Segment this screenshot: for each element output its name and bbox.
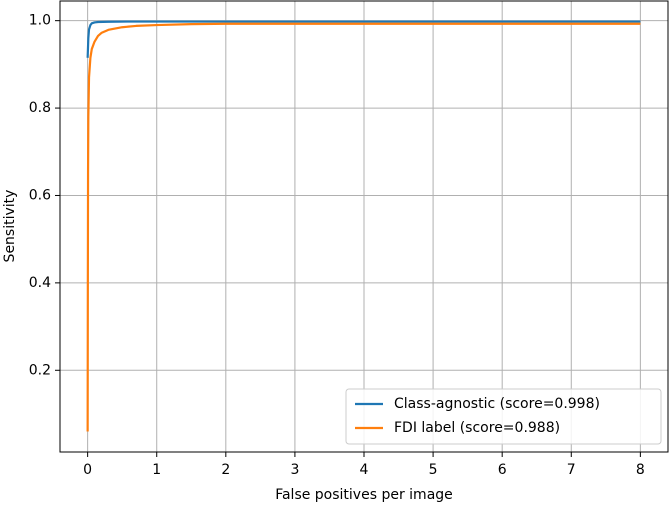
series-line bbox=[86, 20, 641, 58]
x-tick-label: 6 bbox=[498, 462, 507, 478]
y-tick-label: 0.8 bbox=[29, 100, 51, 116]
y-tick-label: 0.4 bbox=[29, 275, 51, 291]
x-tick-label: 0 bbox=[83, 462, 92, 478]
x-tick-label: 4 bbox=[360, 462, 369, 478]
legend-box bbox=[345, 388, 662, 445]
x-axis-label: False positives per image bbox=[275, 487, 453, 503]
y-tick-label: 0.6 bbox=[29, 187, 51, 203]
x-tick-label: 1 bbox=[152, 462, 161, 478]
y-tick-label: 1.0 bbox=[29, 13, 51, 29]
x-tick-label: 7 bbox=[567, 462, 576, 478]
y-tick-label: 0.2 bbox=[29, 362, 51, 378]
x-tick-label: 3 bbox=[290, 462, 299, 478]
x-tick-label: 8 bbox=[636, 462, 645, 478]
y-axis-label: Sensitivity bbox=[2, 190, 18, 263]
legend-label: FDI label (score=0.988) bbox=[394, 420, 560, 436]
series-line bbox=[86, 22, 641, 432]
x-tick-label: 5 bbox=[429, 462, 438, 478]
legend-label: Class-agnostic (score=0.998) bbox=[394, 396, 600, 412]
x-tick-label: 2 bbox=[221, 462, 230, 478]
